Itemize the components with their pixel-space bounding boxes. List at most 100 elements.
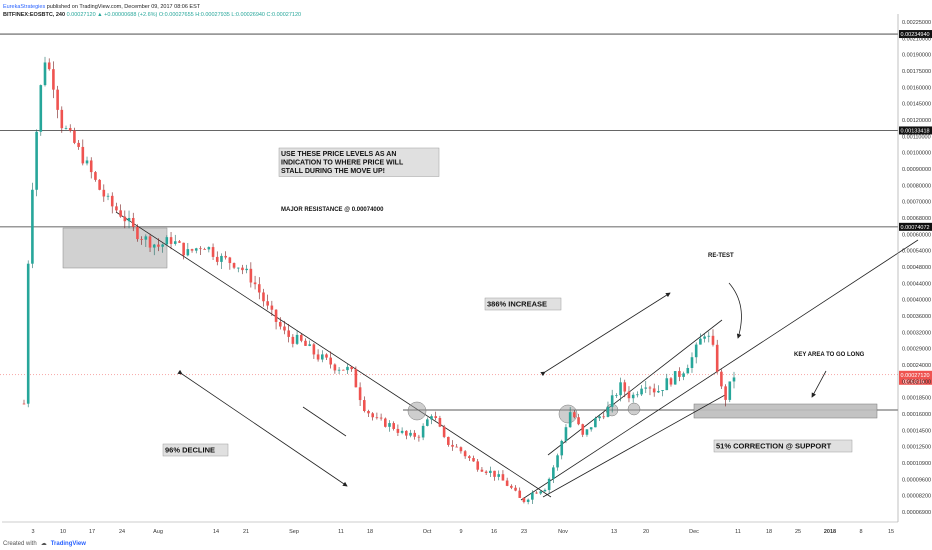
candle-body [652,388,656,393]
candle-body [43,62,47,86]
candle-body [52,69,55,90]
candle-body [77,142,80,147]
candle-body [207,247,211,250]
candle-body [325,354,328,358]
price-tick-label: 0.00080000 [902,183,931,189]
candle-body [468,456,471,459]
retest-label: RE-TEST [708,253,734,259]
increase-label-box [484,297,562,311]
candle-body [127,217,131,222]
price-levels-note: INDICATION TO WHERE PRICE WILL [281,160,404,167]
candle-body [535,492,538,494]
candle-body [148,236,152,248]
candle-body [564,427,568,441]
candle-body [514,487,517,491]
candle-body [354,369,358,388]
author-link[interactable]: EurekaStrategies [3,4,46,10]
candle-body [720,371,723,387]
candle-body [102,189,106,197]
key-area-label: KEY AREA TO GO LONG [794,352,865,358]
candle-body [136,226,139,240]
created-with-label: Created with [3,540,37,547]
tradingview-brand[interactable]: TradingView [50,540,86,547]
candle-body [728,381,732,400]
last-price-label: 0.00027120 [901,373,930,379]
candle-body [573,412,576,418]
time-tick-label: 17 [89,529,95,535]
level-price-tag [899,222,932,231]
price-tick-label: 0.00009600 [902,477,931,483]
touch-point-circle [558,404,578,424]
time-tick-label: 23 [521,529,527,535]
candle-body [434,416,438,419]
candle-body [606,406,610,417]
candle-body [182,242,185,256]
rising-channel-lower-line [542,394,726,498]
level-price-label: 0.00234940 [901,32,930,38]
candle-body [312,344,316,355]
retest-arrow [728,282,742,339]
candle-body [215,256,219,262]
candle-body [623,382,627,392]
price-tick-label: 0.00008200 [902,494,931,500]
candle-body [304,340,307,346]
time-tick-label: 16 [491,529,497,535]
candle-body [299,334,303,341]
price-tick-label: 0.00010900 [902,461,931,467]
decline-label: 96% DECLINE [165,446,215,455]
price-tick-label: 0.00012500 [902,445,931,451]
time-tick-label: Nov [558,529,568,535]
price-series [22,56,736,505]
candle-body [426,419,429,426]
candle-body [711,335,715,345]
candle-body [421,425,425,438]
price-tick-label: 0.00014500 [902,428,931,434]
candle-body [707,335,711,337]
candle-body [350,366,353,370]
time-tick-label: 14 [213,529,219,535]
price-tick-label: 0.00145000 [902,102,931,108]
candle-body [531,492,534,500]
candle-body [287,330,290,337]
time-tick-label: 11 [735,529,741,535]
downtrend-line [115,211,552,498]
candle-body [673,371,677,385]
candle-body [409,432,412,436]
time-tick-label: Sep [289,529,299,535]
time-tick-label: Oct [423,529,432,535]
candle-body [526,499,530,502]
candle-body [505,480,509,486]
time-tick-label: 3 [31,529,34,535]
candle-body [686,367,690,374]
candle-body [295,334,299,344]
candle-body [585,429,589,435]
candle-body [501,474,505,481]
candle-body [98,179,101,190]
candle-body [333,364,337,371]
candle-body [497,474,501,477]
price-tick-label: 0.00068000 [902,216,931,222]
candle-body [199,248,202,250]
candle-body [669,378,673,385]
candle-body [236,267,240,269]
candle-body [594,418,597,428]
candle-body [119,210,122,217]
candle-body [379,417,383,419]
candle-body [165,237,169,245]
price-tick-label: 0.00120000 [902,118,931,124]
candle-body [362,400,366,412]
drawing-objects [62,211,919,501]
candle-body [640,388,643,395]
candle-body [266,301,269,306]
price-levels-note: USE THESE PRICE LEVELS AS AN [281,151,396,158]
price-levels-note: STALL DURING THE MOVE UP! [281,168,385,175]
candle-body [396,428,400,433]
candle-body [186,249,190,256]
time-tick-label: Dec [689,529,699,535]
candle-body [161,244,164,247]
price-tick-label: 0.00040000 [902,298,931,304]
price-tick-label: 0.00175000 [902,69,931,75]
candle-body [442,426,446,437]
candle-body [598,416,601,419]
